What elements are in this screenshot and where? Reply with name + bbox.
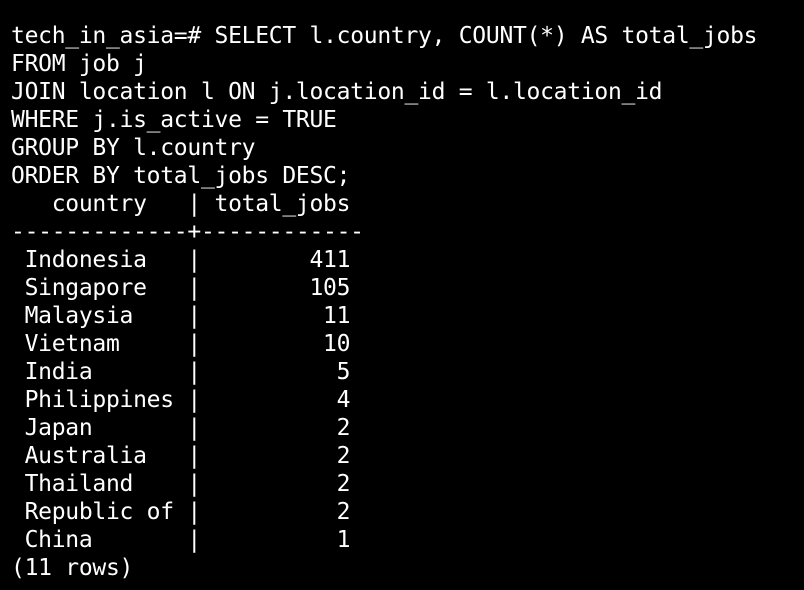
sql-query-line: WHERE j.is_active = TRUE xyxy=(11,107,337,133)
result-row: China | 1 xyxy=(11,527,351,553)
sql-query-line: GROUP BY l.country xyxy=(11,135,256,161)
result-row: Japan | 2 xyxy=(11,415,351,441)
result-row: Australia | 2 xyxy=(11,443,351,469)
result-row: Philippines | 4 xyxy=(11,387,351,413)
query-text: SELECT l.country, COUNT(*) AS total_jobs xyxy=(214,23,758,49)
row-count-footer: (11 rows) xyxy=(11,555,134,581)
shell-prompt: tech_in_asia=# xyxy=(11,23,201,49)
result-row: Republic of | 2 xyxy=(11,499,351,525)
result-header: country | total_jobs xyxy=(11,191,351,217)
result-row: Indonesia | 411 xyxy=(11,247,351,273)
sql-query-line: FROM job j xyxy=(11,51,147,77)
sql-query-line: JOIN location l ON j.location_id = l.loc… xyxy=(11,79,663,105)
sql-query-line: tech_in_asia=# SELECT l.country, COUNT(*… xyxy=(11,22,804,50)
result-row: Malaysia | 11 xyxy=(11,303,351,329)
result-row: India | 5 xyxy=(11,359,351,385)
result-row: Singapore | 105 xyxy=(11,275,351,301)
result-row: Vietnam | 10 xyxy=(11,331,351,357)
sql-query-line: ORDER BY total_jobs DESC; xyxy=(11,163,351,189)
result-row: Thailand | 2 xyxy=(11,471,351,497)
result-separator: -------------+------------ xyxy=(11,219,364,245)
